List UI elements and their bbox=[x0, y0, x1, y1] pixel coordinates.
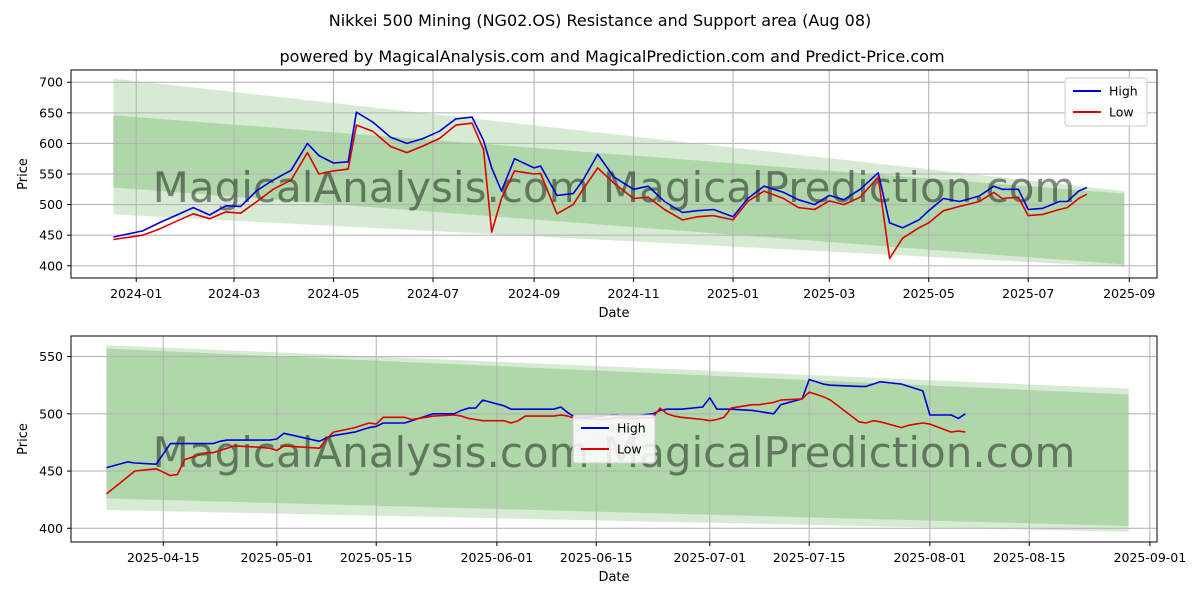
y-tick-label: 500 bbox=[39, 197, 63, 212]
x-tick-label: 2025-09 bbox=[1103, 286, 1155, 301]
chart-panel-1: 2024-01 2024-03 2024-05 2024-07 2024-09 2024-… bbox=[16, 69, 1158, 321]
x-tick-label: 2025-07 bbox=[1002, 286, 1054, 301]
y-tick-label: 400 bbox=[39, 258, 63, 273]
y-tick-label: 650 bbox=[39, 105, 63, 120]
x-tick-label: 2025-03 bbox=[803, 286, 855, 301]
y-tick-label: 700 bbox=[39, 75, 63, 90]
series-line-high bbox=[113, 111, 1088, 238]
x-tick-label: 2025-06-15 bbox=[560, 550, 633, 565]
y-axis-label: Price bbox=[16, 423, 31, 455]
y-tick-label: 550 bbox=[39, 167, 63, 182]
y-axis-label: Price bbox=[16, 158, 31, 190]
plot-frame bbox=[70, 69, 1158, 279]
x-tick-label: 2024-09 bbox=[508, 286, 560, 301]
x-tick-label: 2025-07-15 bbox=[773, 550, 846, 565]
x-tick-label: 2025-04-15 bbox=[127, 550, 200, 565]
x-tick-label: 2024-11 bbox=[607, 286, 659, 301]
watermark: MagicalAnalysis.com MagicalPrediction.co… bbox=[153, 163, 1076, 212]
figure-subtitle: powered by MagicalAnalysis.com and Magic… bbox=[279, 47, 944, 66]
legend: High Low bbox=[572, 414, 656, 464]
x-tick-label: 2025-05 bbox=[903, 286, 955, 301]
x-tick-label: 2025-08-15 bbox=[993, 550, 1066, 565]
x-tick-label: 2024-05 bbox=[307, 286, 359, 301]
x-tick-label: 2024-07 bbox=[407, 286, 459, 301]
x-axis-label: Date bbox=[598, 570, 629, 585]
series-line-low bbox=[113, 122, 1088, 260]
x-tick-label: 2024-01 bbox=[110, 286, 162, 301]
legend-label-low: Low bbox=[1109, 105, 1134, 120]
figure-title: Nikkei 500 Mining (NG02.OS) Resistance a… bbox=[329, 11, 872, 30]
x-tick-label: 2024-03 bbox=[208, 286, 260, 301]
x-tick-label: 2025-01 bbox=[707, 286, 759, 301]
legend-label-high: High bbox=[1109, 84, 1138, 99]
support-resistance-band bbox=[113, 115, 1125, 265]
plot-frame bbox=[70, 335, 1158, 543]
x-tick-label: 2025-06-01 bbox=[461, 550, 534, 565]
x-tick-label: 2025-05-01 bbox=[241, 550, 314, 565]
y-tick-label: 450 bbox=[39, 228, 63, 243]
y-tick-label: 550 bbox=[39, 349, 63, 364]
legend: High Low bbox=[1064, 77, 1148, 127]
legend-label-low: Low bbox=[617, 442, 642, 457]
series-line-high bbox=[106, 378, 966, 469]
x-tick-label: 2025-09-01 bbox=[1114, 550, 1187, 565]
x-tick-label: 2025-08-01 bbox=[894, 550, 967, 565]
y-tick-label: 600 bbox=[39, 136, 63, 151]
chart-panel-2: 2025-04-15 2025-05-01 2025-05-15 2025-06-01… bbox=[16, 335, 1187, 585]
y-tick-label: 400 bbox=[39, 521, 63, 536]
x-tick-label: 2025-07-01 bbox=[673, 550, 746, 565]
series-line-low bbox=[105, 391, 966, 495]
y-tick-label: 450 bbox=[39, 464, 63, 479]
x-tick-label: 2025-05-15 bbox=[340, 550, 413, 565]
y-tick-label: 500 bbox=[39, 406, 63, 421]
legend-label-high: High bbox=[617, 421, 646, 436]
x-axis-label: Date bbox=[598, 306, 629, 321]
